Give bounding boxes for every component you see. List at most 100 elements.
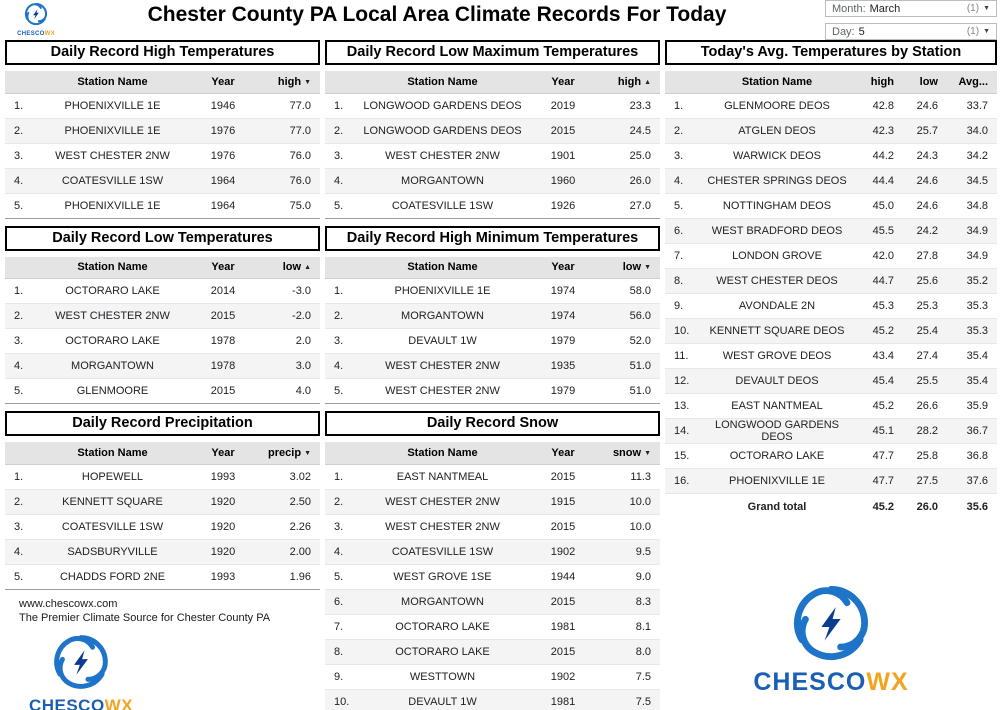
- row-index: 2.: [325, 118, 355, 144]
- row-index: 2.: [5, 118, 35, 144]
- column-header-year[interactable]: Year: [530, 256, 596, 279]
- row-index: 2.: [325, 489, 355, 515]
- column-header-precip[interactable]: precip ▼: [256, 442, 320, 465]
- table-header-row: Station Name Year precip ▼: [5, 442, 320, 465]
- record-snow-title: Daily Record Snow: [325, 411, 660, 436]
- station-name-cell: COATESVILLE 1SW: [355, 539, 530, 565]
- table-row: 7. OCTORARO LAKE 1981 8.1: [325, 614, 660, 640]
- column-header-station-name[interactable]: Station Name: [355, 71, 530, 94]
- table-row: 10. KENNETT SQUARE DEOS 45.2 25.4 35.3: [665, 318, 997, 344]
- value-cell: 35.2: [947, 268, 997, 294]
- table-row: 5. PHOENIXVILLE 1E 1964 75.0: [5, 193, 320, 219]
- value-cell: 1976: [190, 118, 256, 144]
- column-header-station-name[interactable]: Station Name: [35, 71, 190, 94]
- column-header-snow[interactable]: snow ▼: [596, 442, 660, 465]
- day-filter-value: 5: [858, 25, 865, 38]
- value-cell: 1974: [530, 278, 596, 304]
- table-row: 1. GLENMOORE DEOS 42.8 24.6 33.7: [665, 93, 997, 119]
- column-header-year[interactable]: Year: [530, 71, 596, 94]
- record-low-max-title: Daily Record Low Maximum Temperatures: [325, 40, 660, 65]
- station-name-cell: OCTORARO LAKE: [35, 278, 190, 304]
- sort-arrow-icon: ▲: [644, 78, 651, 86]
- column-header-station-name[interactable]: Station Name: [695, 71, 859, 94]
- day-filter-count: (1): [966, 26, 980, 37]
- index-column-header: [325, 71, 355, 94]
- value-cell: 25.0: [596, 143, 660, 169]
- table-row: 10. DEVAULT 1W 1981 7.5: [325, 689, 660, 710]
- value-cell: 45.3: [859, 293, 903, 319]
- row-index: 5.: [5, 193, 35, 219]
- row-index: 3.: [325, 328, 355, 354]
- station-name-cell: WEST BRADFORD DEOS: [695, 218, 859, 244]
- right-column: Today's Avg. Temperatures by Station Sta…: [665, 40, 997, 697]
- month-filter[interactable]: Month: March (1) ▼: [825, 0, 997, 17]
- station-name-cell: COATESVILLE 1SW: [35, 168, 190, 194]
- table-row: 4. CHESTER SPRINGS DEOS 44.4 24.6 34.5: [665, 168, 997, 194]
- value-cell: 44.4: [859, 168, 903, 194]
- column-header-year[interactable]: Year: [190, 256, 256, 279]
- row-index: [665, 492, 695, 521]
- index-column-header: [325, 256, 355, 279]
- column-header-year[interactable]: Year: [190, 442, 256, 465]
- value-cell: 36.8: [947, 443, 997, 469]
- column-header-station-name[interactable]: Station Name: [355, 256, 530, 279]
- row-index: 16.: [665, 468, 695, 494]
- value-cell: 2015: [190, 303, 256, 329]
- column-header-station-name[interactable]: Station Name: [35, 256, 190, 279]
- row-index: 1.: [5, 93, 35, 119]
- value-cell: 26.0: [596, 168, 660, 194]
- station-name-cell: OCTORARO LAKE: [35, 328, 190, 354]
- value-cell: 7.5: [596, 664, 660, 690]
- value-cell: 47.7: [859, 468, 903, 494]
- wordmark-chesco: CHESCO: [28, 696, 105, 710]
- value-cell: 24.6: [903, 93, 947, 119]
- record-high-min-table: Station Name Year low ▼ 1. PHOENIXVILLE 1E 197…: [325, 256, 660, 404]
- column-header-station-name[interactable]: Station Name: [35, 442, 190, 465]
- station-name-cell: WESTTOWN: [355, 664, 530, 690]
- row-index: 1.: [325, 93, 355, 119]
- column-header-low[interactable]: low ▲: [256, 256, 320, 279]
- table-row: 2. LONGWOOD GARDENS DEOS 2015 24.5: [325, 118, 660, 144]
- row-index: 1.: [5, 278, 35, 304]
- chescowx-swirl-icon: [791, 583, 871, 663]
- value-cell: 42.3: [859, 118, 903, 144]
- column-header-high[interactable]: high: [859, 71, 903, 94]
- column-header-high[interactable]: high ▼: [256, 71, 320, 94]
- row-index: 4.: [325, 168, 355, 194]
- record-high-table: Station Name Year high ▼ 1. PHOENIXVILLE 1E 19…: [5, 71, 320, 219]
- table-row: 1. PHOENIXVILLE 1E 1946 77.0: [5, 93, 320, 119]
- row-index: 3.: [325, 143, 355, 169]
- column-header-high[interactable]: high ▲: [596, 71, 660, 94]
- row-index: 6.: [325, 589, 355, 615]
- day-filter[interactable]: Day: 5 (1) ▼: [825, 23, 997, 40]
- wordmark-wx: WX: [866, 668, 909, 696]
- station-name-cell: WARWICK DEOS: [695, 143, 859, 169]
- column-header-low[interactable]: low ▼: [596, 256, 660, 279]
- column-header-year[interactable]: Year: [190, 71, 256, 94]
- table-row: 5. GLENMOORE 2015 4.0: [5, 378, 320, 404]
- table-row: 1. LONGWOOD GARDENS DEOS 2019 23.3: [325, 93, 660, 119]
- value-cell: 27.5: [903, 468, 947, 494]
- value-cell: 1960: [530, 168, 596, 194]
- column-header-avg-[interactable]: Avg...: [947, 71, 997, 94]
- row-index: 4.: [5, 353, 35, 379]
- table-row: 8. OCTORARO LAKE 2015 8.0: [325, 639, 660, 665]
- station-name-cell: WEST CHESTER 2NW: [355, 378, 530, 404]
- table-header-row: Station Name Year snow ▼: [325, 442, 660, 465]
- column-header-low[interactable]: low: [903, 71, 947, 94]
- station-name-cell: HOPEWELL: [35, 464, 190, 490]
- page-title: Chester County PA Local Area Climate Rec…: [147, 3, 727, 26]
- column-header-station-name[interactable]: Station Name: [355, 442, 530, 465]
- station-name-cell: LONGWOOD GARDENS DEOS: [355, 93, 530, 119]
- grand-total-value: 35.6: [947, 492, 997, 521]
- avg-today-table: Station Name high low Avg... 1. GLENMOORE DEO…: [665, 71, 997, 521]
- row-index: 4.: [325, 353, 355, 379]
- row-index: 10.: [665, 318, 695, 344]
- station-name-cell: NOTTINGHAM DEOS: [695, 193, 859, 219]
- site-note: www.chescowx.com The Premier Climate Sou…: [19, 597, 320, 626]
- table-row: 1. EAST NANTMEAL 2015 11.3: [325, 464, 660, 490]
- value-cell: 7.5: [596, 689, 660, 710]
- row-index: 5.: [325, 564, 355, 590]
- column-header-year[interactable]: Year: [530, 442, 596, 465]
- value-cell: 33.7: [947, 93, 997, 119]
